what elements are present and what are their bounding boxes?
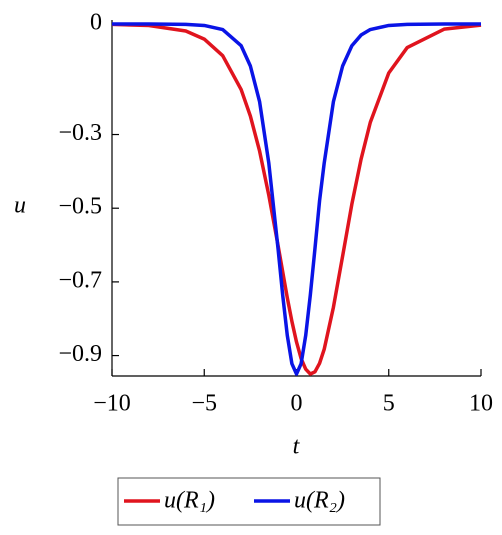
y-tick-label: 0	[90, 10, 102, 36]
series-line	[112, 22, 481, 376]
y-tick-label: −0.3	[58, 120, 102, 146]
y-tick-label: −0.7	[58, 267, 102, 293]
x-tick-label: 5	[383, 391, 395, 417]
x-tick-label: −5	[191, 391, 217, 417]
x-tick-label: 10	[469, 391, 493, 417]
x-tick-label: −10	[93, 391, 131, 417]
x-axis-label: t	[293, 434, 301, 460]
x-tick-label: 0	[291, 391, 303, 417]
y-axis-label: u	[14, 193, 26, 219]
series-line	[111, 22, 482, 376]
y-tick-label: −0.9	[58, 341, 102, 367]
legend-label: u(R₂)	[294, 488, 345, 514]
legend-label: u(R₁)	[164, 488, 215, 514]
legend-box	[117, 477, 381, 526]
y-tick-label: −0.5	[58, 194, 102, 220]
